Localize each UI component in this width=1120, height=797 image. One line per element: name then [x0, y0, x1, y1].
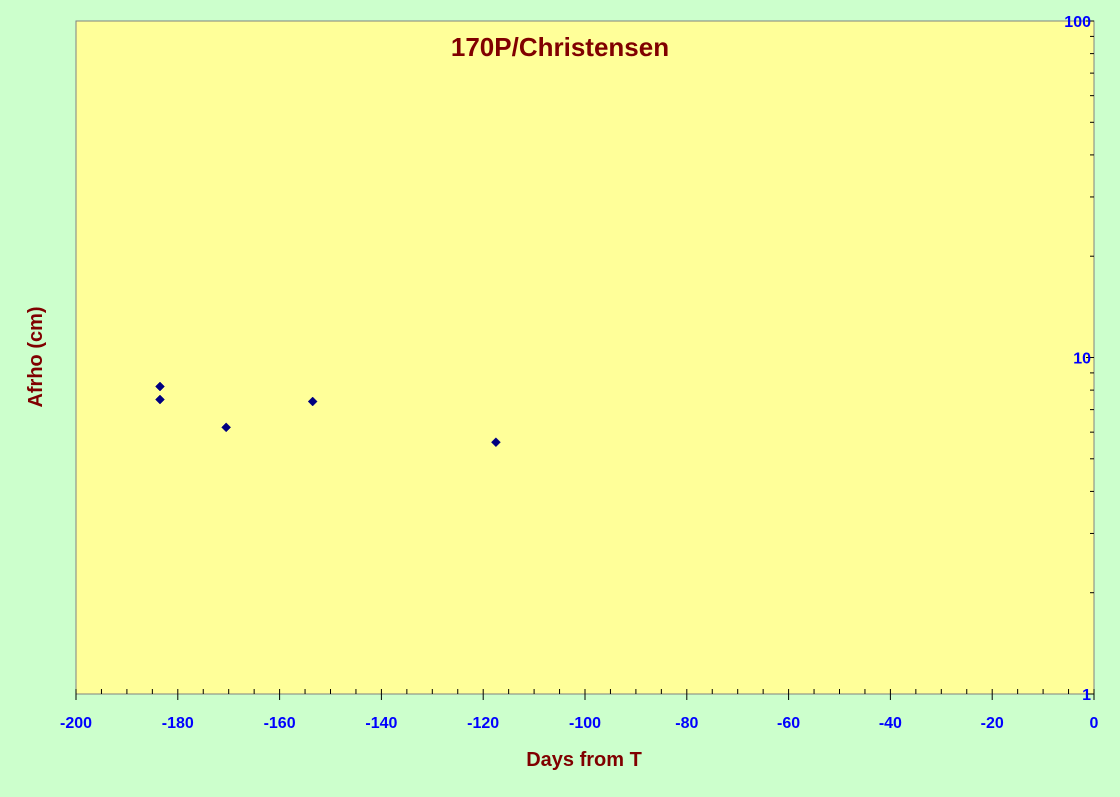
y-axis-label: Afrho (cm) [25, 306, 47, 407]
x-tick-label: -120 [467, 715, 499, 732]
x-axis-ticks: -200 -180 -160 -140 -120 -100 -80 -60 -40 -20 0 [60, 694, 1099, 732]
x-tick-label: 0 [1090, 715, 1099, 732]
x-tick-label: -80 [675, 715, 698, 732]
chart-title: 170P/Christensen [451, 32, 669, 62]
x-tick-label: -200 [60, 715, 92, 732]
x-tick-label: -140 [365, 715, 397, 732]
x-tick-label: -20 [981, 715, 1004, 732]
data-point [491, 437, 501, 448]
x-tick-label: -180 [162, 715, 194, 732]
x-tick-label: -60 [777, 715, 800, 732]
x-minor-ticks [75, 689, 1095, 694]
x-tick-label: -40 [879, 715, 902, 732]
plot-area [75, 20, 1095, 695]
data-point [155, 394, 165, 405]
data-point [155, 381, 165, 392]
y-tick-label: 10 [1073, 351, 1091, 368]
y-axis-ticks: 1 10 100 [1064, 14, 1094, 704]
x-tick-label: -100 [569, 715, 601, 732]
y-tick-label: 100 [1064, 14, 1091, 31]
x-tick-label: -160 [264, 715, 296, 732]
x-axis-label: Days from T [526, 749, 642, 771]
data-point [307, 396, 318, 407]
y-tick-label: 1 [1082, 687, 1091, 704]
data-points [155, 381, 501, 448]
data-point [221, 422, 232, 433]
